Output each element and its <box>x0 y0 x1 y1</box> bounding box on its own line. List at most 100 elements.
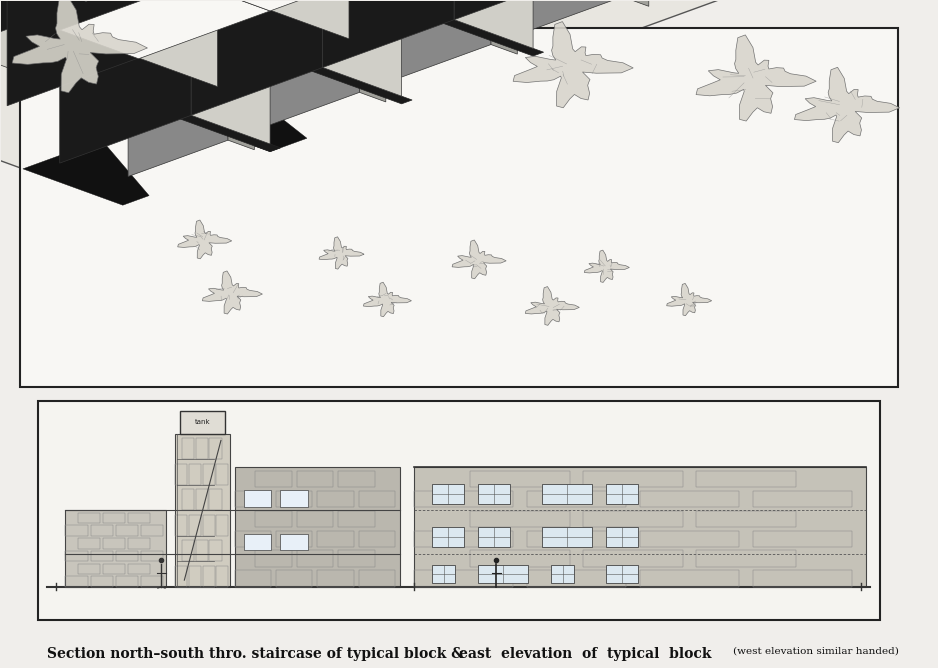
Bar <box>753 490 853 507</box>
Bar <box>196 540 208 561</box>
Bar <box>66 576 87 587</box>
Bar <box>141 576 163 587</box>
Bar <box>696 510 795 527</box>
Bar <box>317 530 354 547</box>
Bar <box>317 570 354 587</box>
Bar <box>196 438 208 460</box>
Bar <box>478 565 528 583</box>
Polygon shape <box>491 0 517 54</box>
Polygon shape <box>129 73 228 176</box>
Bar <box>141 525 163 536</box>
Bar <box>317 490 354 507</box>
FancyBboxPatch shape <box>38 401 880 620</box>
Polygon shape <box>260 26 386 71</box>
Polygon shape <box>525 287 580 325</box>
Bar <box>276 530 312 547</box>
Bar <box>552 565 574 583</box>
Bar <box>471 510 569 527</box>
Bar <box>91 525 113 536</box>
Bar <box>244 534 271 550</box>
Polygon shape <box>359 26 386 102</box>
Bar <box>182 490 194 510</box>
Bar <box>606 565 638 583</box>
Bar <box>129 512 150 523</box>
Bar <box>175 566 188 587</box>
Bar <box>640 530 739 547</box>
Bar <box>175 515 188 536</box>
Polygon shape <box>696 35 816 121</box>
Bar <box>276 570 312 587</box>
Bar <box>338 471 374 487</box>
Polygon shape <box>8 0 139 106</box>
Bar <box>189 464 201 485</box>
Bar <box>583 471 683 487</box>
Bar <box>175 464 188 485</box>
Bar <box>129 564 150 574</box>
Bar <box>141 551 163 561</box>
Bar <box>753 570 853 587</box>
Bar <box>66 551 87 561</box>
Bar <box>182 438 194 460</box>
Bar <box>234 467 401 587</box>
Polygon shape <box>0 0 86 39</box>
Bar <box>115 576 138 587</box>
Polygon shape <box>203 271 263 314</box>
Bar <box>196 490 208 510</box>
Bar <box>66 525 87 536</box>
Text: (west elevation similar handed): (west elevation similar handed) <box>734 647 899 656</box>
Bar <box>255 550 292 567</box>
Polygon shape <box>23 140 149 205</box>
Polygon shape <box>191 0 270 144</box>
Polygon shape <box>391 0 517 24</box>
Bar <box>359 490 395 507</box>
Bar <box>414 490 513 507</box>
Bar <box>471 471 569 487</box>
Bar <box>209 540 221 561</box>
Bar <box>696 550 795 567</box>
Bar <box>296 550 333 567</box>
Bar <box>296 471 333 487</box>
FancyBboxPatch shape <box>20 28 898 387</box>
Polygon shape <box>270 0 349 39</box>
Bar <box>583 550 683 567</box>
Polygon shape <box>623 0 649 6</box>
Polygon shape <box>0 0 875 211</box>
Bar <box>606 527 638 547</box>
Polygon shape <box>177 220 232 259</box>
Bar <box>103 564 126 574</box>
Bar <box>471 550 569 567</box>
Polygon shape <box>522 0 623 33</box>
Bar <box>606 484 638 504</box>
Polygon shape <box>60 0 270 59</box>
Bar <box>640 490 739 507</box>
Polygon shape <box>286 58 412 104</box>
Bar <box>280 534 308 550</box>
Polygon shape <box>323 0 454 67</box>
Bar <box>209 438 221 460</box>
Bar <box>244 490 271 507</box>
Bar <box>234 490 271 507</box>
Bar <box>78 512 100 523</box>
Bar <box>432 484 464 504</box>
Text: tank: tank <box>195 419 210 425</box>
Polygon shape <box>454 0 585 19</box>
Polygon shape <box>391 0 491 81</box>
Polygon shape <box>8 0 218 1</box>
Polygon shape <box>139 0 218 87</box>
Bar <box>234 570 271 587</box>
Bar <box>542 484 592 504</box>
Bar <box>527 490 627 507</box>
Bar <box>478 484 510 504</box>
Bar <box>359 570 395 587</box>
Bar <box>203 464 215 485</box>
Polygon shape <box>667 283 712 316</box>
Bar <box>209 490 221 510</box>
Polygon shape <box>794 67 900 143</box>
Bar <box>115 525 138 536</box>
Bar <box>414 570 513 587</box>
Bar <box>203 566 215 587</box>
Text: east  elevation  of  typical  block: east elevation of typical block <box>459 647 711 661</box>
Polygon shape <box>191 0 401 11</box>
Bar <box>78 564 100 574</box>
Bar <box>175 434 230 587</box>
